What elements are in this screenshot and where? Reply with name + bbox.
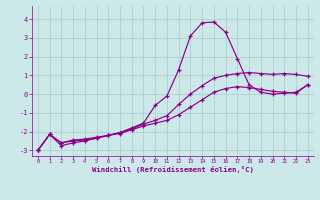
X-axis label: Windchill (Refroidissement éolien,°C): Windchill (Refroidissement éolien,°C): [92, 166, 254, 173]
